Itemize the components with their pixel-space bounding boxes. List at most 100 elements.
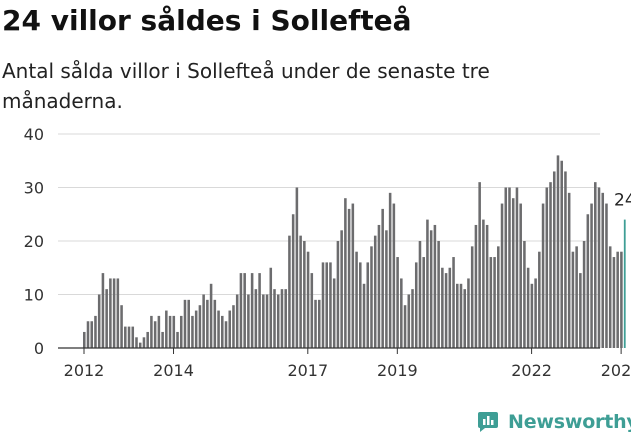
- bar: [250, 273, 254, 348]
- bar: [97, 294, 101, 348]
- bar: [146, 331, 149, 348]
- bar: [530, 283, 534, 348]
- y-tick-label: 30: [24, 179, 44, 198]
- bar: [228, 310, 232, 348]
- bar: [116, 278, 120, 348]
- bar: [329, 262, 332, 348]
- bar: [209, 283, 213, 348]
- bar: [482, 219, 485, 348]
- bar: [500, 203, 504, 348]
- brand-name: Newsworthy: [508, 411, 631, 433]
- bar: [135, 337, 138, 348]
- bar: [407, 294, 411, 348]
- bar: [396, 257, 399, 348]
- bar: [351, 203, 355, 348]
- bar: [541, 203, 545, 348]
- bar: [179, 315, 183, 348]
- bar: [291, 214, 295, 348]
- bar: [456, 283, 459, 348]
- bar: [332, 278, 336, 348]
- bar-chart: 0 10 20 30 40 2012 2014 2017 2019 2022 2024 24: [24, 125, 631, 380]
- bar: [224, 321, 228, 348]
- bar: [299, 235, 302, 348]
- bar: [418, 241, 422, 348]
- y-tick-label: 10: [24, 286, 44, 305]
- bar: [198, 305, 202, 348]
- bar: [366, 262, 370, 348]
- x-tick-label: 2012: [64, 361, 105, 380]
- bar: [124, 326, 127, 348]
- bar: [385, 230, 388, 348]
- bar: [582, 241, 586, 348]
- bar: [239, 273, 243, 348]
- bar: [359, 262, 362, 348]
- bar: [511, 198, 515, 348]
- bar: [590, 203, 593, 348]
- bar: [295, 187, 299, 348]
- bar: [344, 198, 347, 348]
- y-tick-label: 0: [34, 339, 44, 358]
- bar: [172, 315, 176, 348]
- bar: [463, 289, 467, 348]
- bar: [549, 182, 552, 348]
- bar: [86, 321, 90, 348]
- bar: [370, 246, 373, 348]
- bar: [429, 230, 433, 348]
- bar: [232, 305, 235, 348]
- bar: [127, 326, 131, 348]
- bar: [105, 289, 108, 348]
- bar: [444, 273, 448, 348]
- bar: [575, 246, 578, 348]
- bar: [157, 315, 161, 348]
- bar: [538, 251, 541, 348]
- bar: [340, 230, 343, 348]
- bar: [452, 257, 455, 348]
- bar: [519, 203, 522, 348]
- bar: [441, 267, 444, 348]
- bar: [493, 257, 496, 348]
- y-tick-label: 40: [24, 125, 44, 144]
- bar: [388, 192, 392, 348]
- bar: [608, 246, 612, 348]
- bar: [474, 224, 478, 348]
- bar: [616, 251, 619, 348]
- bar: [556, 155, 560, 348]
- bar: [400, 278, 403, 348]
- bar: [485, 224, 489, 348]
- x-tick-label: 2024: [601, 361, 631, 380]
- bar: [273, 289, 276, 348]
- bar: [235, 294, 239, 348]
- bar: [392, 203, 396, 348]
- bar: [217, 310, 220, 348]
- bar: [504, 187, 508, 348]
- bar: [314, 299, 317, 348]
- bar: [414, 262, 418, 348]
- bar: [515, 187, 519, 348]
- bar: [258, 273, 261, 348]
- bar: [284, 289, 287, 348]
- bar: [448, 267, 452, 348]
- bar: [262, 294, 265, 348]
- x-tick-label: 2022: [511, 361, 552, 380]
- bar: [523, 241, 526, 348]
- bar: [526, 267, 530, 348]
- bar: [534, 278, 537, 348]
- bar: [597, 187, 601, 348]
- bar: [321, 262, 325, 348]
- bar: [601, 192, 605, 348]
- bar: [579, 273, 582, 348]
- bar: [161, 331, 164, 348]
- bar: [459, 283, 463, 348]
- bar: [83, 331, 86, 348]
- bar: [347, 208, 351, 348]
- bar: [426, 219, 429, 348]
- bar: [165, 310, 168, 348]
- chart-title: 24 villor såldes i Sollefteå: [2, 4, 412, 37]
- x-tick-label: 2019: [377, 361, 418, 380]
- bar: [280, 289, 284, 348]
- bar: [138, 342, 142, 348]
- brand-logo: Newsworthy: [476, 407, 631, 437]
- bar: [310, 273, 314, 348]
- bar: [373, 235, 377, 348]
